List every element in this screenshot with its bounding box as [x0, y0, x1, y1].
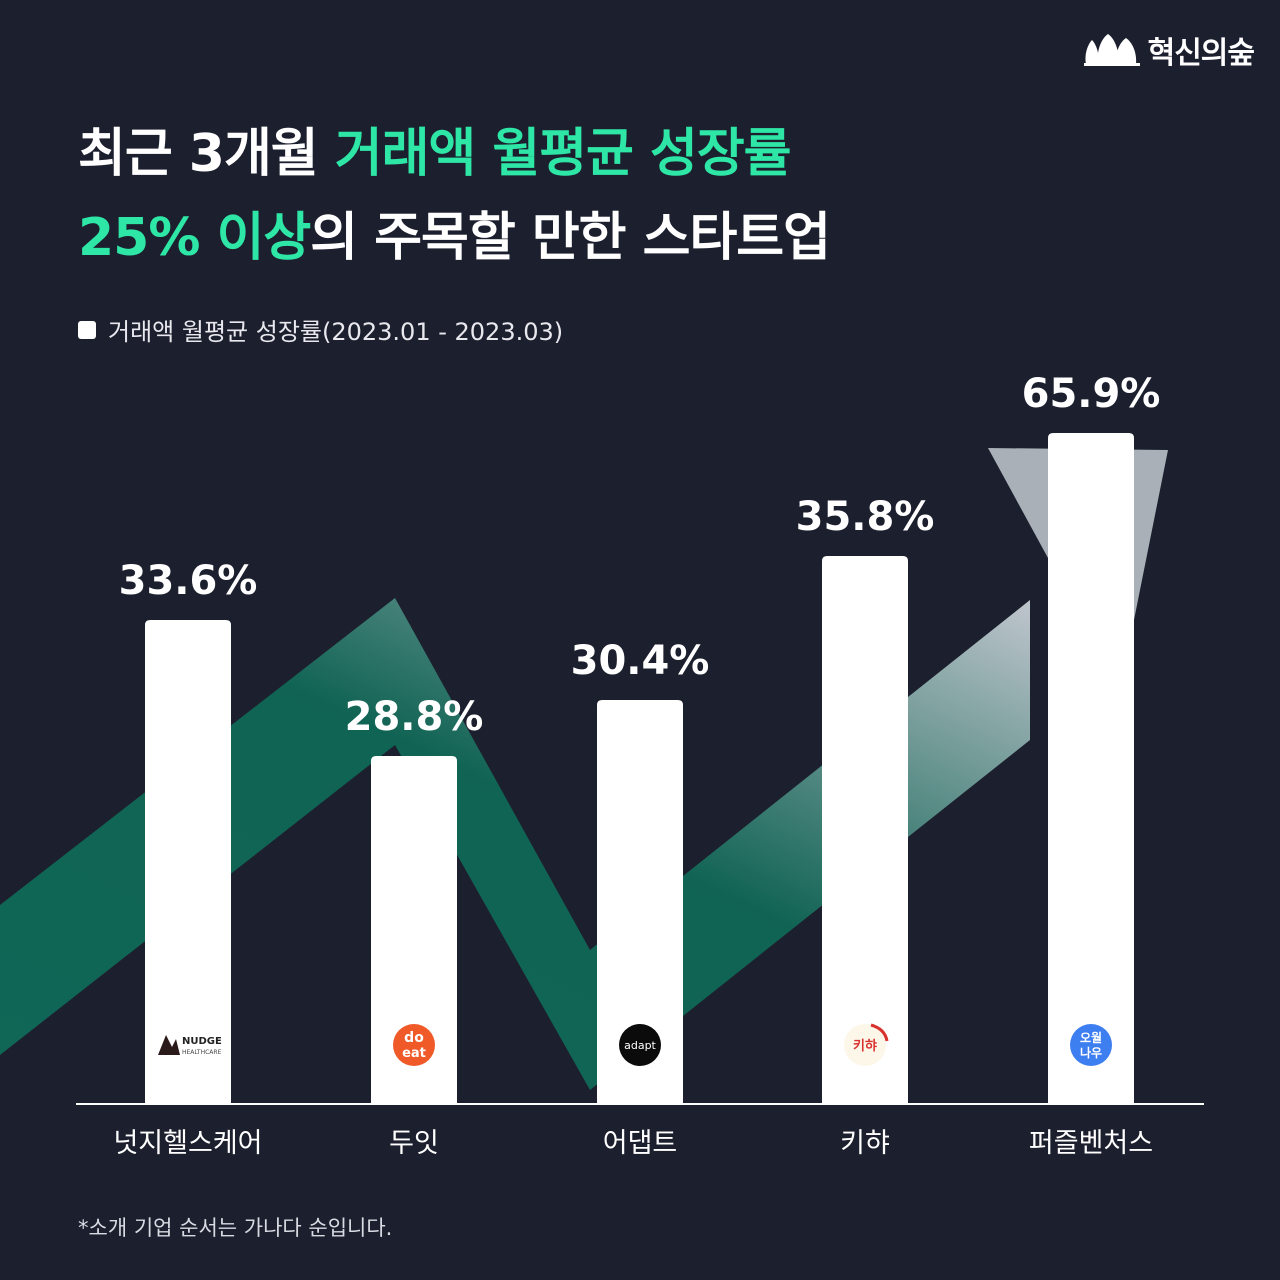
doeat-circle — [393, 1024, 435, 1066]
doeat-logo-text: do — [404, 1030, 424, 1046]
category-label-4: 키햐 — [840, 1128, 890, 1159]
owl-now-circle — [1070, 1024, 1112, 1066]
value-label-4: 35.8% — [796, 494, 935, 540]
title-line-2: 25% 이상의 주목할 만한 스타트업 — [78, 196, 831, 280]
chart-legend: 거래액 월평균 성장률(2023.01 - 2023.03) — [78, 312, 563, 347]
category-label-5: 퍼즐벤처스 — [1029, 1128, 1153, 1159]
brand-name: 혁신의숲 — [1147, 36, 1255, 71]
footnote: *소개 기업 순서는 가나다 순입니다. — [78, 1216, 393, 1240]
bar-5 — [1048, 433, 1134, 1104]
bar-1 — [145, 620, 231, 1104]
page-title: 최근 3개월 거래액 월평균 성장률 25% 이상의 주목할 만한 스타트업 — [78, 112, 831, 280]
value-label-2: 28.8% — [345, 694, 484, 740]
category-label-1: 넛지헬스케어 — [113, 1128, 262, 1159]
value-label-1: 33.6% — [119, 558, 258, 604]
kiha-logo: 키햐 — [844, 1023, 889, 1066]
doeat-logo-sub: eat — [402, 1046, 426, 1061]
category-label-3: 어댑트 — [603, 1128, 678, 1159]
category-label-2: 두잇 — [389, 1128, 439, 1159]
bar-4 — [822, 556, 908, 1104]
owl-now-logo-sub: 나우 — [1080, 1045, 1102, 1060]
title-line1-plain: 최근 3개월 — [78, 124, 335, 184]
kiha-accent-stroke — [870, 1023, 889, 1042]
bar-3 — [597, 700, 683, 1104]
kiha-logo-text: 키햐 — [853, 1038, 877, 1054]
value-label-3: 30.4% — [571, 638, 710, 684]
title-line2-accent: 25% 이상 — [78, 208, 311, 268]
adapt-logo-text: adapt — [624, 1039, 656, 1052]
title-line1-accent: 거래액 월평균 성장률 — [334, 124, 792, 184]
forest-trees-icon — [1083, 34, 1140, 66]
legend-label: 거래액 월평균 성장률(2023.01 - 2023.03) — [108, 318, 564, 346]
legend-swatch — [78, 320, 96, 339]
title-line2-plain: 의 주목할 만한 스타트업 — [310, 208, 831, 268]
adapt-logo: adapt — [619, 1024, 661, 1066]
nudge-healthcare-logo: NUDGE HEALTHCARE — [158, 1035, 222, 1056]
nudge-logo-sub: HEALTHCARE — [182, 1049, 222, 1056]
title-line-1: 최근 3개월 거래액 월평균 성장률 — [78, 112, 830, 196]
kiha-circle — [844, 1024, 886, 1066]
brand: 혁신의숲 — [1082, 28, 1255, 72]
bar-2 — [371, 756, 457, 1104]
adapt-circle — [619, 1024, 661, 1066]
nudge-mark — [158, 1035, 180, 1055]
nudge-logo-text: NUDGE — [182, 1036, 222, 1047]
owl-now-logo-text: 오월 — [1080, 1030, 1102, 1045]
trend-arrow-body — [0, 598, 1030, 1090]
value-label-5: 65.9% — [1022, 371, 1161, 417]
